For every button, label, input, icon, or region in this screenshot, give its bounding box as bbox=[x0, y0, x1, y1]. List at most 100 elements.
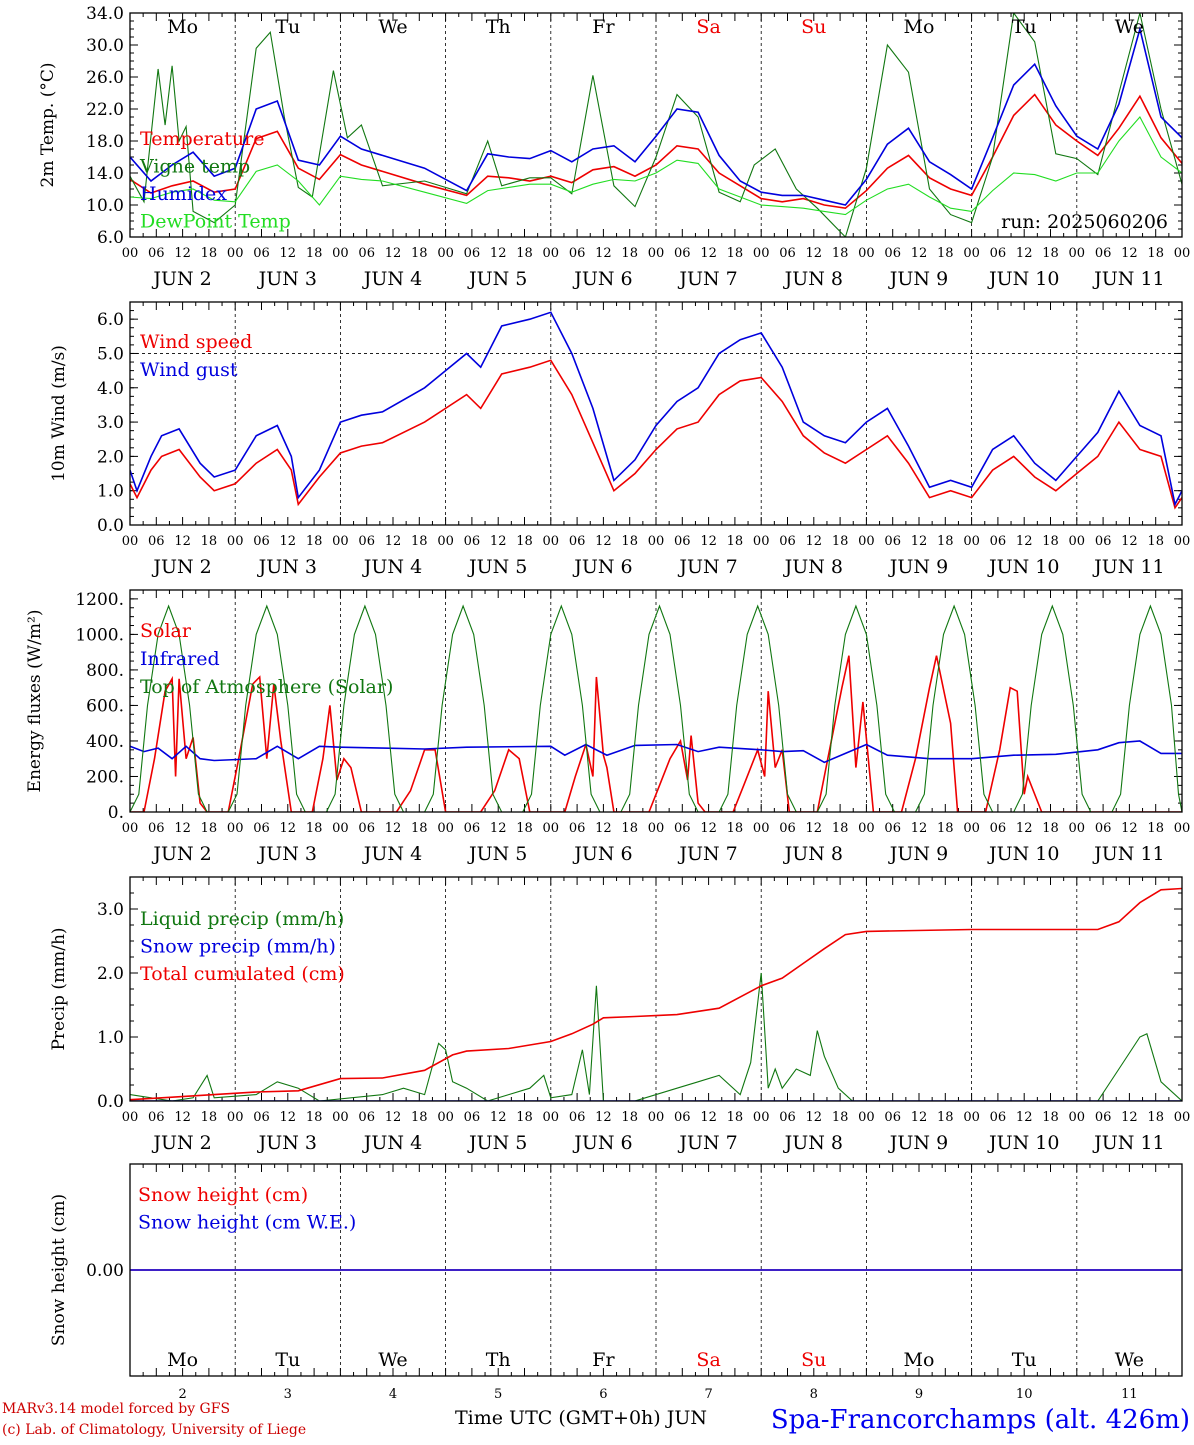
hour-label: 18 bbox=[621, 821, 638, 836]
hour-label: 12 bbox=[911, 821, 928, 836]
hour-label: 00 bbox=[1174, 246, 1191, 261]
hour-label: 12 bbox=[174, 534, 191, 549]
date-label: JUN 3 bbox=[257, 556, 317, 578]
legend-entry: Solar bbox=[140, 620, 192, 642]
date-label: JUN 10 bbox=[987, 843, 1059, 865]
hour-label: 06 bbox=[253, 821, 270, 836]
y-tick-label: 800. bbox=[86, 661, 124, 681]
hour-label: 18 bbox=[1042, 1110, 1059, 1125]
hour-label: 18 bbox=[832, 534, 849, 549]
hour-label: 06 bbox=[990, 1110, 1007, 1125]
hour-label: 06 bbox=[1095, 246, 1112, 261]
day-name: Su bbox=[801, 16, 826, 38]
hour-label: 18 bbox=[727, 534, 744, 549]
hour-label: 00 bbox=[1069, 1110, 1086, 1125]
date-label: JUN 4 bbox=[362, 268, 422, 290]
date-label: JUN 7 bbox=[677, 268, 737, 290]
hour-label: 06 bbox=[148, 821, 165, 836]
day-name: Mo bbox=[904, 1349, 935, 1371]
hour-label: 18 bbox=[727, 821, 744, 836]
date-label: JUN 8 bbox=[783, 843, 843, 865]
y-tick-label: 1000. bbox=[75, 625, 124, 645]
hour-label: 06 bbox=[358, 534, 375, 549]
y-tick-label: 18.0 bbox=[86, 132, 124, 152]
day-number-label: 3 bbox=[284, 1387, 292, 1402]
hour-label: 00 bbox=[227, 821, 244, 836]
y-tick-label: 1.0 bbox=[97, 1028, 124, 1048]
hour-label: 06 bbox=[884, 246, 901, 261]
day-number-label: 9 bbox=[915, 1387, 923, 1402]
hour-label: 12 bbox=[911, 1110, 928, 1125]
date-label: JUN 7 bbox=[677, 843, 737, 865]
day-name: We bbox=[378, 1349, 407, 1371]
day-name: Sa bbox=[696, 1349, 720, 1371]
hour-label: 06 bbox=[884, 1110, 901, 1125]
y-axis-label: Snow height (cm) bbox=[49, 1194, 69, 1346]
date-label: JUN 11 bbox=[1092, 556, 1164, 578]
hour-label: 00 bbox=[122, 246, 139, 261]
legend-entry: Infrared bbox=[140, 648, 220, 670]
hour-label: 00 bbox=[122, 821, 139, 836]
hour-label: 00 bbox=[963, 821, 980, 836]
hour-label: 06 bbox=[148, 1110, 165, 1125]
hour-label: 18 bbox=[516, 534, 533, 549]
hour-label: 00 bbox=[227, 534, 244, 549]
hour-label: 00 bbox=[1174, 1110, 1191, 1125]
hour-label: 00 bbox=[753, 1110, 770, 1125]
hour-label: 18 bbox=[937, 534, 954, 549]
hour-label: 06 bbox=[148, 246, 165, 261]
day-name: Su bbox=[801, 1349, 826, 1371]
hour-label: 00 bbox=[1069, 246, 1086, 261]
hour-label: 12 bbox=[806, 246, 823, 261]
hour-label: 06 bbox=[1095, 1110, 1112, 1125]
y-tick-label: 200. bbox=[86, 767, 124, 787]
hour-label: 18 bbox=[1147, 534, 1164, 549]
y-tick-label: 0.00 bbox=[86, 1261, 124, 1281]
day-name: Tu bbox=[1012, 1349, 1037, 1371]
hour-label: 12 bbox=[1121, 246, 1138, 261]
date-label: JUN 7 bbox=[677, 556, 737, 578]
hour-label: 00 bbox=[1069, 534, 1086, 549]
hour-label: 12 bbox=[385, 1110, 402, 1125]
hour-label: 12 bbox=[595, 1110, 612, 1125]
y-tick-label: 600. bbox=[86, 696, 124, 716]
date-label: JUN 8 bbox=[783, 268, 843, 290]
hour-label: 12 bbox=[490, 821, 507, 836]
hour-label: 00 bbox=[122, 1110, 139, 1125]
panel-4: 0.0 1.0 2.0 3.0 Liquid precip (mm/h) Snow pre… bbox=[49, 876, 1191, 1154]
day-number-label: 5 bbox=[494, 1387, 502, 1402]
hour-label: 06 bbox=[884, 821, 901, 836]
hour-label: 00 bbox=[437, 534, 454, 549]
hour-label: 06 bbox=[779, 246, 796, 261]
hour-label: 00 bbox=[543, 534, 560, 549]
hour-label: 12 bbox=[806, 821, 823, 836]
hour-label: 00 bbox=[122, 534, 139, 549]
hour-label: 18 bbox=[411, 246, 428, 261]
hour-label: 00 bbox=[227, 246, 244, 261]
hour-label: 06 bbox=[148, 534, 165, 549]
date-label: JUN 4 bbox=[362, 1132, 422, 1154]
hour-label: 06 bbox=[464, 1110, 481, 1125]
y-tick-label: 1200. bbox=[75, 590, 124, 610]
day-name: Th bbox=[486, 1349, 511, 1371]
hour-label: 12 bbox=[700, 534, 717, 549]
date-label: JUN 5 bbox=[467, 843, 527, 865]
day-number-label: 8 bbox=[810, 1387, 818, 1402]
hour-label: 18 bbox=[937, 246, 954, 261]
date-label: JUN 8 bbox=[783, 1132, 843, 1154]
legend-entry: Snow height (cm W.E.) bbox=[138, 1212, 356, 1234]
y-tick-label: 26.0 bbox=[86, 68, 124, 88]
date-label: JUN 10 bbox=[987, 556, 1059, 578]
hour-label: 06 bbox=[253, 1110, 270, 1125]
hour-label: 12 bbox=[911, 534, 928, 549]
hour-label: 12 bbox=[1121, 534, 1138, 549]
day-number-label: 10 bbox=[1016, 1387, 1033, 1402]
date-label: JUN 4 bbox=[362, 843, 422, 865]
series-line bbox=[130, 972, 1182, 1101]
hour-label: 18 bbox=[516, 1110, 533, 1125]
hour-label: 06 bbox=[1095, 534, 1112, 549]
hour-label: 06 bbox=[253, 534, 270, 549]
date-label: JUN 2 bbox=[151, 268, 211, 290]
hour-label: 12 bbox=[1121, 821, 1138, 836]
